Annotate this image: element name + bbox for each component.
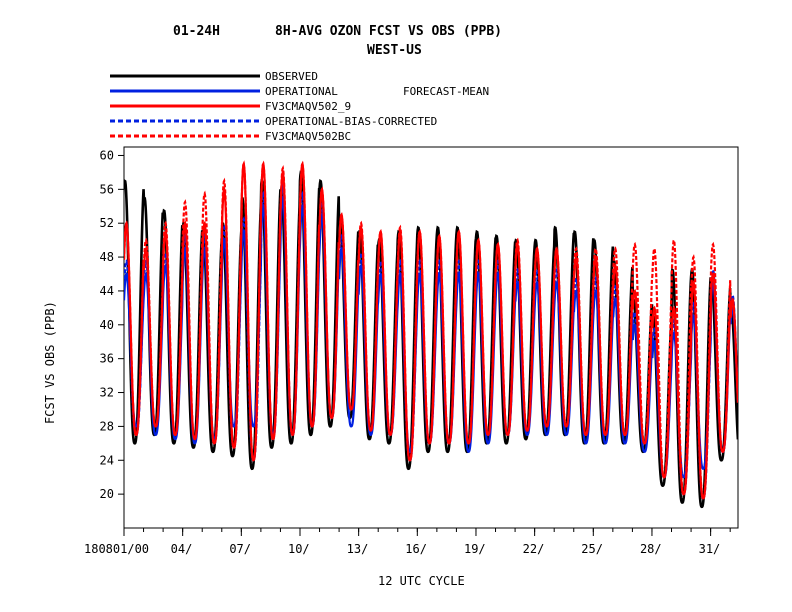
- plot-area: 20 24 28 32 36 40 44 48 52 56 60 180801/00 04/07/10/…: [84, 146, 739, 556]
- y-tick-label-0: 20: [100, 487, 114, 501]
- series-line-observed: [124, 170, 738, 509]
- y-tick-label-1: 24: [100, 453, 114, 467]
- y-tick-label-8: 52: [100, 216, 114, 230]
- x-tick-label-3: 10/: [288, 542, 310, 556]
- x-tick-label-8: 25/: [581, 542, 603, 556]
- y-tick-label-6: 44: [100, 284, 114, 298]
- title-main: 8H-AVG OZON FCST VS OBS (PPB): [275, 24, 502, 39]
- legend-label-3: OPERATIONAL-BIAS-CORRECTED: [265, 115, 437, 128]
- x-tick-label-10: 31/: [699, 542, 721, 556]
- title-left: 01-24H: [173, 24, 220, 39]
- subtitle: WEST-US: [367, 43, 422, 58]
- y-axis-label: FCST VS OBS (PPB): [43, 301, 57, 424]
- y-tick-label-4: 36: [100, 352, 114, 366]
- title-block: 01-24H 8H-AVG OZON FCST VS OBS (PPB) WES…: [173, 24, 502, 58]
- y-tick-label-5: 40: [100, 318, 114, 332]
- x-tick-label-0: 180801/00: [84, 542, 149, 556]
- x-tick-label-9: 28/: [640, 542, 662, 556]
- y-tick-label-9: 56: [100, 182, 114, 196]
- y-tick-label-7: 48: [100, 250, 114, 264]
- x-tick-label-6: 19/: [464, 542, 486, 556]
- x-tick-label-4: 13/: [347, 542, 369, 556]
- x-tick-label-1: 04/: [171, 542, 193, 556]
- legend-label-0: OBSERVED: [265, 70, 318, 83]
- plot-frame: [123, 146, 739, 529]
- y-tick-label-3: 32: [100, 386, 114, 400]
- x-tick-label-2: 07/: [229, 542, 251, 556]
- y-tick-label-10: 60: [100, 148, 114, 162]
- x-tick-label-7: 22/: [523, 542, 545, 556]
- series-line-fv3cmaqv502bc: [124, 160, 738, 500]
- legend-label-4: FV3CMAQV502BC: [265, 130, 351, 143]
- y-tick-label-2: 28: [100, 419, 114, 433]
- series-line-operational-bias-corrected: [124, 182, 738, 500]
- legend-label-1: OPERATIONAL: [265, 85, 338, 98]
- legend-note: FORECAST-MEAN: [403, 85, 489, 98]
- legend: OBSERVED OPERATIONAL FV3CMAQV502_9 OPERATIO…: [110, 70, 437, 143]
- x-tick-label-5: 16/: [405, 542, 427, 556]
- legend-label-2: FV3CMAQV502_9: [265, 100, 351, 113]
- x-axis-label: 12 UTC CYCLE: [378, 574, 465, 588]
